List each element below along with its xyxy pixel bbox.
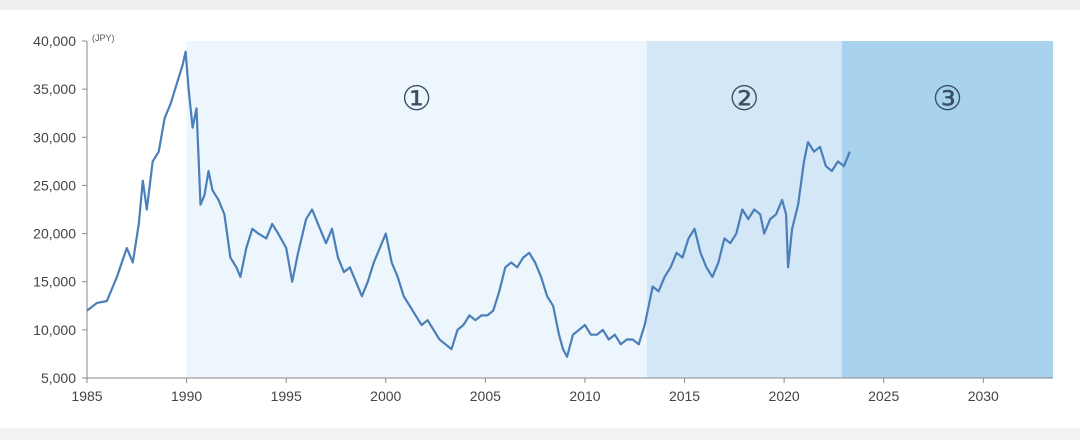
region-1	[186, 41, 647, 378]
y-tick-label: 35,000	[33, 81, 76, 97]
x-tick-label: 1995	[271, 388, 302, 404]
x-tick-label: 1990	[171, 388, 202, 404]
region-label-1: ①	[401, 79, 431, 119]
region-2	[646, 41, 842, 378]
y-tick-label: 15,000	[33, 274, 76, 290]
x-tick-label: 2015	[669, 388, 700, 404]
y-tick-label: 20,000	[33, 226, 76, 242]
region-label-2: ②	[729, 79, 759, 119]
y-tick-label: 25,000	[33, 177, 76, 193]
y-tick-label: 10,000	[33, 322, 76, 338]
y-tick-label: 30,000	[33, 129, 76, 145]
ticks: 5,000 10,000 15,000 20,000 25,000 30,000 35,00…	[33, 33, 999, 404]
x-tick-label: 1985	[71, 388, 102, 404]
region-3	[841, 41, 1053, 378]
top-bar	[0, 0, 1080, 10]
y-tick-label: 40,000	[33, 33, 76, 49]
price-series-line	[86, 50, 851, 358]
y-tick-label: 5,000	[41, 370, 76, 386]
bottom-bar	[0, 428, 1080, 440]
period-regions: ① ② ③	[186, 41, 1053, 378]
x-tick-label: 2010	[569, 388, 600, 404]
x-tick-label: 2005	[470, 388, 501, 404]
x-tick-label: 2025	[868, 388, 899, 404]
x-tick-label: 2020	[769, 388, 800, 404]
x-tick-label: 2030	[968, 388, 999, 404]
y-unit-label: (JPY)	[92, 33, 115, 43]
region-label-3: ③	[932, 79, 962, 119]
axes	[86, 41, 1053, 379]
x-tick-label: 2000	[370, 388, 401, 404]
